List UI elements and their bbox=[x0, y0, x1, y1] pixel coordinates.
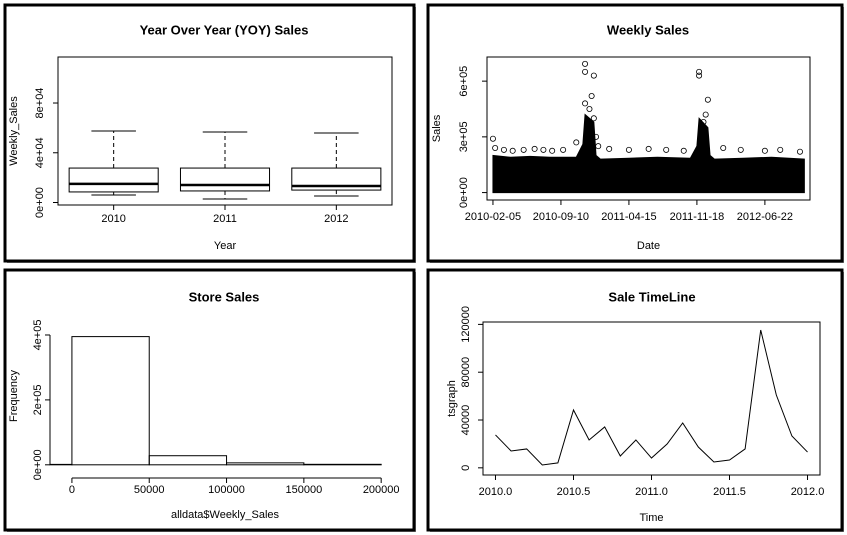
point bbox=[500, 146, 507, 153]
y-tick-label: 120000 bbox=[460, 306, 472, 343]
y-tick-label: 0e+00 bbox=[458, 177, 470, 208]
point bbox=[737, 146, 744, 153]
line bbox=[495, 329, 808, 466]
point bbox=[595, 143, 602, 150]
point bbox=[702, 111, 709, 118]
x-axis-label: Year bbox=[214, 240, 237, 252]
panel bbox=[426, 3, 844, 263]
x-tick-label: 2010.5 bbox=[557, 486, 591, 498]
point bbox=[582, 60, 589, 67]
x-axis-label: Time bbox=[639, 512, 663, 524]
x-tick-label: 2010-02-05 bbox=[465, 211, 521, 223]
point bbox=[582, 100, 589, 107]
point bbox=[540, 146, 547, 153]
point bbox=[645, 145, 652, 152]
point bbox=[696, 72, 703, 79]
y-axis-label: Weekly_Sales bbox=[8, 96, 20, 166]
point bbox=[625, 146, 632, 153]
chart-title: Store Sales bbox=[189, 289, 260, 304]
bar bbox=[148, 455, 228, 466]
x-tick-label: 100000 bbox=[208, 484, 245, 496]
point bbox=[586, 106, 593, 113]
x-tick-label: 0 bbox=[69, 484, 75, 496]
chart-title: Sale TimeLine bbox=[608, 289, 695, 304]
y-tick-label: 8e+04 bbox=[34, 88, 46, 119]
point bbox=[582, 68, 589, 75]
y-tick-label: 0e+00 bbox=[34, 187, 46, 218]
chart-title: Weekly Sales bbox=[607, 22, 689, 37]
x-tick-label: 2011-04-15 bbox=[601, 211, 656, 223]
x-tick-label: 50000 bbox=[134, 484, 165, 496]
x-tick-label: 2012-06-22 bbox=[737, 211, 793, 223]
point bbox=[720, 144, 727, 151]
point bbox=[777, 146, 784, 153]
point bbox=[696, 68, 703, 75]
point bbox=[590, 115, 597, 122]
y-tick-label: 40000 bbox=[460, 405, 472, 436]
y-tick-label: 4e+05 bbox=[32, 320, 44, 351]
x-tick-label: 2011.5 bbox=[713, 486, 746, 498]
y-tick-label: 2e+05 bbox=[32, 384, 44, 415]
x-tick-label: 2012 bbox=[324, 213, 348, 225]
dense-points bbox=[492, 113, 805, 194]
x-tick-label: 2010.0 bbox=[479, 486, 513, 498]
x-tick-label: 2011.0 bbox=[635, 486, 668, 498]
point bbox=[590, 72, 597, 79]
plot-box bbox=[486, 56, 811, 201]
point bbox=[492, 144, 499, 151]
point bbox=[588, 93, 595, 100]
y-axis-label: Frequency bbox=[8, 370, 20, 422]
chart-title: Year Over Year (YOY) Sales bbox=[140, 22, 309, 37]
point bbox=[549, 147, 556, 154]
point bbox=[663, 146, 670, 153]
box bbox=[179, 167, 271, 192]
y-tick-label: 0 bbox=[460, 465, 472, 471]
box bbox=[291, 167, 382, 191]
x-axis-label: Date bbox=[637, 240, 660, 252]
panel bbox=[3, 268, 416, 532]
y-tick-label: 80000 bbox=[460, 357, 472, 388]
point bbox=[680, 147, 687, 154]
point bbox=[509, 147, 516, 154]
x-tick-label: 2011 bbox=[213, 213, 237, 225]
x-tick-label: 150000 bbox=[286, 484, 323, 496]
x-tick-label: 2010 bbox=[101, 213, 125, 225]
point bbox=[593, 133, 600, 140]
point bbox=[531, 145, 538, 152]
y-tick-label: 3e+05 bbox=[458, 121, 470, 152]
point bbox=[606, 145, 613, 152]
x-tick-label: 2010-09-10 bbox=[533, 211, 589, 223]
x-tick-label: 2011-11-18 bbox=[670, 211, 725, 223]
x-tick-label: 200000 bbox=[363, 484, 400, 496]
y-tick-label: 0e+00 bbox=[32, 449, 44, 480]
panel bbox=[426, 268, 844, 532]
point bbox=[761, 147, 768, 154]
y-tick-label: 6e+05 bbox=[458, 66, 470, 97]
y-tick-label: 4e+04 bbox=[34, 137, 46, 168]
bar bbox=[71, 336, 150, 466]
point bbox=[520, 146, 527, 153]
x-axis-label: alldata$Weekly_Sales bbox=[171, 509, 280, 521]
y-axis-label: Sales bbox=[431, 114, 443, 142]
point bbox=[704, 96, 711, 103]
point bbox=[560, 146, 567, 153]
point bbox=[796, 148, 803, 155]
point bbox=[700, 119, 707, 126]
box bbox=[68, 167, 159, 193]
x-tick-label: 2012.0 bbox=[791, 486, 825, 498]
y-axis-label: tsgraph bbox=[446, 380, 458, 417]
point bbox=[489, 135, 496, 142]
point bbox=[573, 139, 580, 146]
